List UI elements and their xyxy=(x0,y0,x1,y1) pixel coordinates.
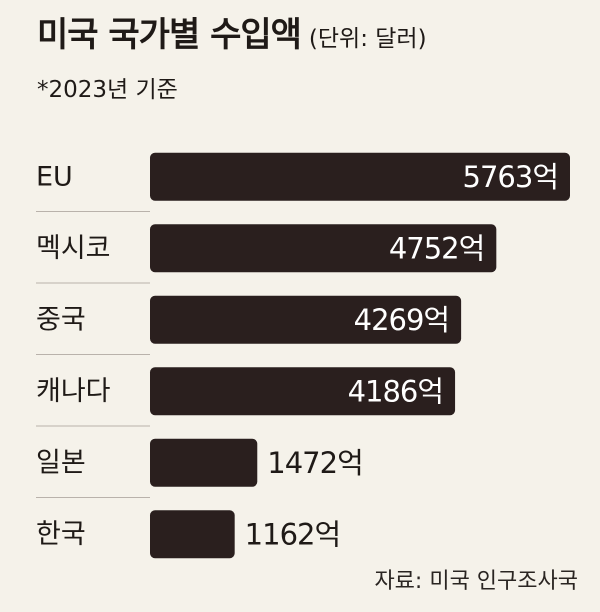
category-label: 일본 xyxy=(36,447,86,478)
unit-note: (단위: 달러) xyxy=(308,26,427,52)
category-label: 캐나다 xyxy=(36,376,111,407)
value-label: 5763억 xyxy=(463,160,558,194)
source-note: 자료: 미국 인구조사국 xyxy=(374,569,578,594)
bar xyxy=(150,367,456,416)
value-label: 4269억 xyxy=(354,303,449,337)
bar xyxy=(150,510,235,559)
chart-title: 미국 국가별 수입액 xyxy=(37,15,302,55)
category-label: EU xyxy=(36,161,73,192)
category-label: 한국 xyxy=(36,519,86,550)
value-label: 4186억 xyxy=(348,374,443,408)
title-row: 미국 국가별 수입액 (단위: 달러) xyxy=(37,18,577,52)
bar xyxy=(150,295,462,344)
category-label: 멕시코 xyxy=(36,233,111,264)
chart-header: 미국 국가별 수입액 (단위: 달러) *2023년 기준 xyxy=(37,18,577,104)
bar xyxy=(150,152,570,201)
value-label: 1162억 xyxy=(245,517,340,551)
value-label: 1472억 xyxy=(267,446,362,480)
value-label: 4752억 xyxy=(389,231,484,265)
category-label: 중국 xyxy=(36,304,86,335)
bar xyxy=(150,224,497,273)
bar xyxy=(150,438,258,487)
chart-subtitle: *2023년 기준 xyxy=(37,77,178,103)
